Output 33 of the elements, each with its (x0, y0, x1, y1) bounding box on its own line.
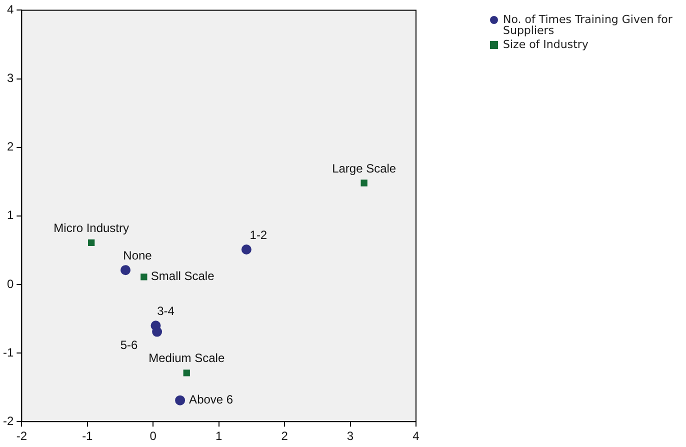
point (175, 395, 186, 406)
annotation: Medium Scale (148, 351, 225, 366)
point (152, 326, 162, 337)
y-tick-label: 2 (6, 140, 14, 154)
annotation: None (123, 248, 152, 262)
y-tick-label: 4 (6, 2, 14, 17)
x-tick-label: 3 (346, 429, 354, 444)
annotation: Above 6 (189, 392, 234, 407)
y-tick-label: 0 (6, 276, 14, 291)
y-tick-label: 3 (6, 71, 14, 86)
annotation: Micro Industry (54, 220, 130, 235)
annotation: 1-2 (250, 228, 268, 242)
x-tick-label: 4 (412, 429, 420, 444)
point (120, 265, 131, 276)
y-tick-label: 1 (6, 208, 14, 222)
y-tick-label: -1 (3, 345, 14, 360)
legend-label: Size of Industry (503, 38, 588, 51)
annotation: 3-4 (157, 304, 175, 318)
point (88, 239, 95, 246)
y-tick-label: -2 (3, 414, 14, 428)
point (140, 274, 148, 280)
x-tick-label: 2 (281, 429, 288, 444)
point (360, 180, 368, 186)
point (183, 370, 190, 376)
annotation: Small Scale (150, 269, 215, 284)
annotation: Large Scale (332, 161, 396, 176)
x-tick-label: 0 (150, 429, 157, 444)
point (241, 244, 252, 254)
x-tick-label: -1 (82, 429, 94, 444)
annotation: 5-6 (120, 338, 138, 352)
x-tick-label: -2 (16, 429, 28, 444)
x-tick-label: 1 (215, 429, 222, 444)
legend-label: No. of Times Training Given for Suppliers (503, 13, 674, 37)
